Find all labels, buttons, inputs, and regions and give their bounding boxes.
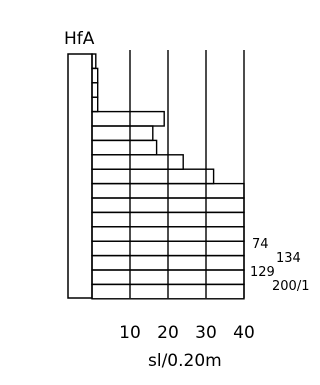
- bar-3: [91, 82, 99, 98]
- overflow-label-74: 74: [252, 237, 269, 252]
- x-tick-10: 10: [119, 323, 141, 343]
- chart-title: HfA: [64, 29, 95, 49]
- bar-9: [91, 168, 215, 185]
- bar-6: [91, 125, 154, 142]
- bar-7: [91, 139, 158, 156]
- gridlines: [129, 50, 245, 298]
- x-tick-labels: 10 20 30 40: [119, 323, 255, 343]
- overflow-label-200-1: 200/1: [272, 279, 309, 294]
- x-axis-label: sl/0.20m: [148, 351, 222, 371]
- overflow-label-129: 129: [250, 265, 275, 280]
- bar-4: [91, 96, 99, 113]
- bars: [91, 53, 245, 300]
- bar-17: [91, 283, 245, 300]
- bar-5: [91, 110, 165, 127]
- x-tick-30: 30: [195, 323, 217, 343]
- bar-8: [91, 154, 184, 170]
- bar-1: [91, 53, 97, 70]
- overflow-label-134: 134: [276, 251, 301, 266]
- x-tick-40: 40: [233, 323, 255, 343]
- strip-column: [67, 53, 93, 299]
- x-tick-20: 20: [157, 323, 179, 343]
- bar-2: [91, 67, 99, 84]
